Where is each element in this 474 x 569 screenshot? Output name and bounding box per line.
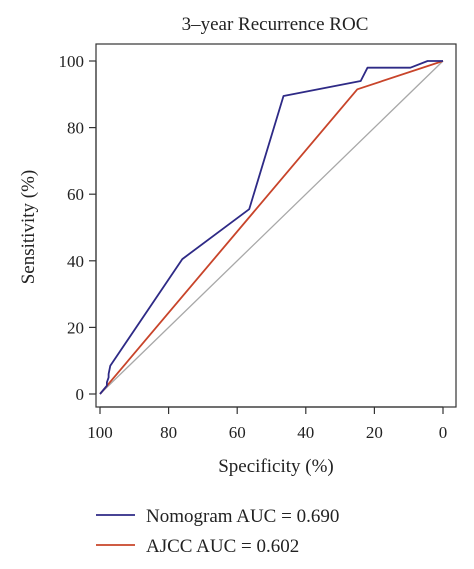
nomogram-roc-line bbox=[99, 60, 443, 395]
plot-frame bbox=[95, 43, 457, 408]
x-tick-label: 0 bbox=[439, 423, 448, 442]
roc-curves bbox=[99, 60, 444, 395]
y-tick-label: 0 bbox=[76, 385, 85, 404]
legend: Nomogram AUC = 0.690 AJCC AUC = 0.602 bbox=[96, 506, 339, 557]
x-tick-label: 40 bbox=[297, 423, 314, 442]
x-tick-label: 80 bbox=[160, 423, 177, 442]
y-tick-label: 40 bbox=[67, 252, 84, 271]
y-axis-title: Sensitivity (%) bbox=[18, 170, 39, 285]
y-tick-label: 80 bbox=[67, 119, 84, 138]
legend-label: AJCC AUC = 0.602 bbox=[146, 536, 299, 557]
y-tick-label: 20 bbox=[67, 318, 84, 337]
legend-item-ajcc: AJCC AUC = 0.602 bbox=[96, 536, 299, 557]
x-tick-label: 100 bbox=[87, 423, 113, 442]
y-tick-label: 100 bbox=[59, 52, 85, 71]
x-tick-label: 60 bbox=[229, 423, 246, 442]
x-tick-label: 20 bbox=[366, 423, 383, 442]
reference-diagonal-line bbox=[99, 60, 444, 395]
y-tick-label: 60 bbox=[67, 185, 84, 204]
ajcc-roc-line bbox=[99, 60, 444, 395]
x-axis-title: Specificity (%) bbox=[218, 456, 334, 477]
y-axis: 0 20 40 60 80 100 bbox=[59, 52, 97, 404]
legend-item-nomogram: Nomogram AUC = 0.690 bbox=[96, 506, 339, 527]
x-axis: 100 80 60 40 20 0 bbox=[87, 406, 448, 442]
legend-label: Nomogram AUC = 0.690 bbox=[146, 506, 339, 527]
chart-title: 3–year Recurrence ROC bbox=[182, 14, 369, 35]
